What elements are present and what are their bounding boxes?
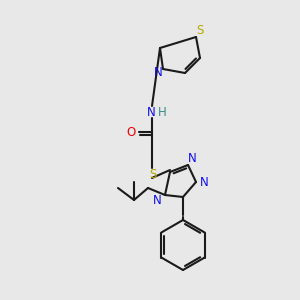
Text: N: N xyxy=(153,194,161,206)
Text: S: S xyxy=(196,25,204,38)
Text: N: N xyxy=(154,67,162,80)
Text: S: S xyxy=(149,167,157,181)
Text: N: N xyxy=(200,176,208,188)
Text: N: N xyxy=(147,106,155,118)
Text: N: N xyxy=(188,152,196,164)
Text: H: H xyxy=(158,106,166,118)
Text: O: O xyxy=(126,125,136,139)
